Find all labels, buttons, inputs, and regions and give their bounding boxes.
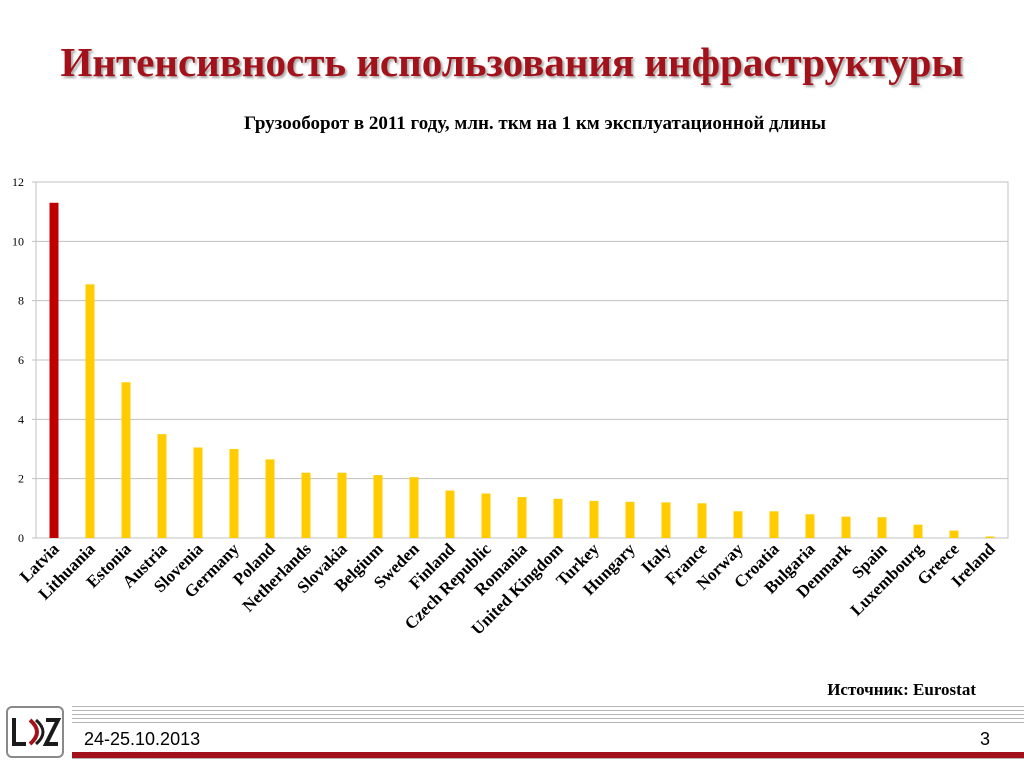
y-tick-label: 2: [18, 472, 24, 486]
bar-hungary: [625, 501, 635, 538]
footer-date: 24-25.10.2013: [84, 729, 201, 749]
y-tick-label: 8: [18, 294, 24, 308]
bar-bulgaria: [805, 514, 815, 538]
y-tick-label: 12: [12, 175, 24, 189]
bar-czech-republic: [481, 493, 491, 538]
bar-united-kingdom: [553, 498, 563, 538]
bar-estonia: [121, 382, 131, 538]
bar-sweden: [409, 477, 419, 538]
bar-austria: [157, 434, 167, 538]
bar-denmark: [841, 516, 851, 538]
slide-title: Интенсивность использования инфраструкту…: [60, 39, 964, 85]
bar-norway: [733, 511, 743, 538]
y-tick-label: 10: [12, 234, 24, 248]
bar-romania: [517, 497, 527, 538]
footer-band: [72, 726, 1024, 752]
bar-greece: [949, 530, 959, 538]
bar-slovenia: [193, 447, 203, 538]
bar-netherlands: [301, 472, 311, 538]
ldz-logo: [6, 706, 64, 758]
footer-red-line: [72, 752, 1024, 758]
bar-italy: [661, 502, 671, 538]
bar-luxembourg: [913, 524, 923, 538]
ldz-logo-icon: [12, 718, 62, 746]
y-tick-label: 6: [18, 353, 24, 367]
source-note: Источник: Eurostat: [827, 680, 976, 699]
bar-slovakia: [337, 472, 347, 538]
bar-ireland: [985, 536, 995, 538]
y-tick-label: 4: [18, 412, 24, 426]
bar-france: [697, 503, 707, 538]
bar-latvia: [49, 202, 59, 538]
bar-spain: [877, 517, 887, 538]
chart-title: Грузооборот в 2011 году, млн. ткм на 1 к…: [243, 113, 827, 134]
bar-belgium: [373, 475, 383, 538]
bar-turkey: [589, 500, 599, 538]
page-number: 3: [980, 729, 991, 749]
bar-germany: [229, 449, 239, 538]
bar-lithuania: [85, 284, 95, 538]
y-tick-label: 0: [18, 531, 24, 545]
bar-finland: [445, 490, 455, 538]
bar-croatia: [769, 511, 779, 538]
bar-poland: [265, 459, 275, 538]
